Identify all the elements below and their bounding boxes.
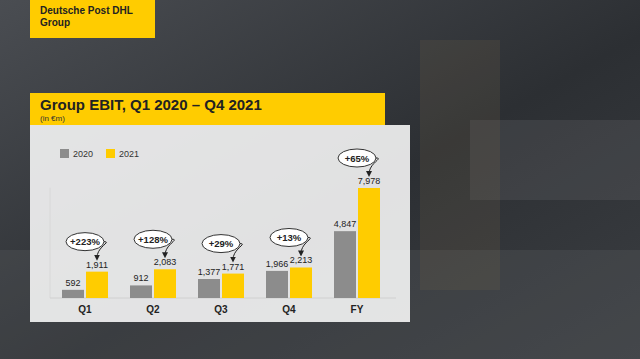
chart: Group EBIT, Q1 2020 – Q4 2021(in €m) 2020… <box>0 0 640 359</box>
title-box <box>30 93 385 125</box>
data-label: 592 <box>65 278 80 288</box>
data-label: 1,911 <box>86 260 108 270</box>
bars <box>62 188 380 298</box>
bar <box>130 285 152 298</box>
annotation-bubble <box>338 149 376 167</box>
x-tick-label: Q2 <box>146 304 160 315</box>
annotation-text: +223% <box>70 236 100 247</box>
annotation-bubble <box>270 228 308 246</box>
bar <box>154 269 176 298</box>
stage: {"brand": "Deutsche Post DHL Group", "ch… <box>0 0 640 359</box>
bar <box>198 279 220 298</box>
legend: 2020 2021 <box>60 149 139 159</box>
legend-label: 2020 <box>73 149 93 159</box>
legend-label: 2021 <box>119 149 139 159</box>
x-tick-label: Q4 <box>282 304 296 315</box>
x-tick-label: FY <box>351 304 364 315</box>
annotation: +29% <box>202 235 242 260</box>
annotation-text: +13% <box>277 232 302 243</box>
legend-swatch <box>60 149 69 158</box>
annotation: +223% <box>66 233 106 258</box>
annotation-bubble <box>66 233 104 251</box>
annotation-bubble <box>202 235 240 253</box>
annotation-text: +65% <box>345 153 370 164</box>
data-label: 7,978 <box>358 176 381 186</box>
data-label: 1,377 <box>198 267 221 277</box>
bar <box>222 274 244 298</box>
data-label: 1,771 <box>222 262 245 272</box>
annotation-text: +29% <box>209 238 234 249</box>
bar <box>62 290 84 298</box>
bar <box>334 231 356 298</box>
x-tick-label: Q1 <box>78 304 92 315</box>
legend-swatch <box>106 149 115 158</box>
annotation-bubble <box>134 230 172 248</box>
bar <box>86 272 108 298</box>
brand-logo: Deutsche Post DHL Group <box>30 0 155 38</box>
data-label: 2,083 <box>154 257 177 267</box>
background-figure <box>420 40 500 290</box>
y-axis-line <box>50 188 51 298</box>
background <box>0 0 640 359</box>
bar <box>358 188 380 298</box>
annotation: +128% <box>134 230 174 255</box>
data-label: 2,213 <box>290 255 313 265</box>
x-tick-label: Q3 <box>214 304 228 315</box>
title: Group EBIT, Q1 2020 – Q4 2021 <box>40 96 262 113</box>
bar <box>266 271 288 298</box>
data-label: 4,847 <box>334 219 357 229</box>
data-label: 1,966 <box>266 259 289 269</box>
annotation-text: +128% <box>138 234 168 245</box>
data-label: 912 <box>133 273 148 283</box>
bar <box>290 267 312 298</box>
subtitle: (in €m) <box>40 114 65 123</box>
panel <box>30 125 410 322</box>
annotation: +13% <box>270 228 310 253</box>
annotation: +65% <box>338 149 378 174</box>
